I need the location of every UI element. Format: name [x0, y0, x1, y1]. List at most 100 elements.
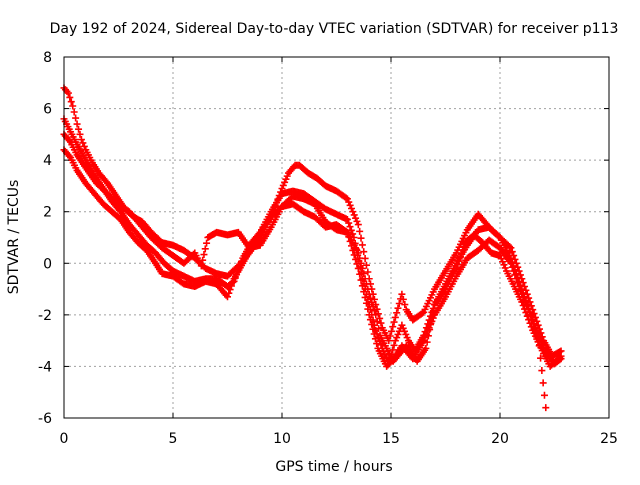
- data-point: [352, 214, 360, 222]
- data-point: [70, 108, 78, 116]
- axis-ticks: 0 5 10 15 20 25 -6 -4 -2 0 2 4 6 8: [38, 50, 618, 447]
- data-point: [366, 316, 374, 324]
- data-point: [394, 304, 402, 312]
- data-point: [387, 327, 395, 335]
- data-point: [356, 254, 364, 262]
- data-point: [370, 330, 378, 338]
- data-point: [389, 346, 397, 354]
- data-point: [225, 289, 233, 297]
- data-point: [349, 230, 357, 238]
- data-point: [370, 307, 378, 315]
- data-point: [395, 300, 403, 308]
- data-point: [357, 234, 365, 242]
- data-point: [527, 323, 535, 331]
- data-point: [495, 232, 503, 240]
- data-point: [510, 267, 518, 275]
- data-point: [507, 259, 515, 267]
- data-point: [429, 307, 437, 315]
- data-point: [369, 303, 377, 311]
- data-point: [522, 309, 530, 317]
- data-point: [523, 312, 531, 320]
- data-point: [368, 320, 376, 328]
- series-trace-d: [60, 130, 565, 370]
- data-point: [424, 332, 432, 340]
- data-point: [367, 294, 375, 302]
- y-tick-label: -6: [38, 411, 52, 427]
- y-tick-label: 4: [43, 153, 52, 169]
- data-point: [418, 309, 426, 317]
- data-point: [422, 344, 430, 352]
- data-point: [385, 337, 393, 345]
- data-point: [362, 261, 370, 269]
- data-point: [398, 290, 406, 298]
- data-point: [389, 323, 397, 331]
- series-trace-c: [60, 146, 550, 412]
- data-point: [423, 338, 431, 346]
- data-point: [371, 335, 379, 343]
- x-tick-label: 15: [382, 431, 400, 447]
- data-point: [516, 286, 524, 294]
- data-point: [512, 275, 520, 283]
- data-point: [506, 243, 514, 251]
- data-point: [364, 305, 372, 313]
- data-point: [360, 270, 368, 278]
- data-point: [519, 302, 527, 310]
- data-point: [346, 201, 354, 209]
- data-point: [358, 264, 366, 272]
- data-marks: [60, 84, 565, 412]
- data-point: [373, 340, 381, 348]
- data-point: [426, 326, 434, 334]
- data-point: [357, 276, 365, 284]
- data-point: [365, 290, 373, 298]
- data-point: [393, 309, 401, 317]
- data-point: [200, 251, 208, 259]
- data-point: [527, 311, 535, 319]
- data-point: [227, 282, 235, 290]
- data-point: [377, 319, 385, 327]
- data-point: [452, 264, 460, 272]
- data-point: [375, 325, 383, 333]
- data-point: [226, 286, 234, 294]
- data-point: [69, 102, 77, 110]
- data-point: [361, 293, 369, 301]
- data-point: [391, 313, 399, 321]
- x-tick-label: 0: [60, 431, 69, 447]
- data-point: [354, 249, 362, 257]
- x-tick-label: 20: [491, 431, 509, 447]
- data-point: [508, 263, 516, 271]
- data-point: [526, 319, 534, 327]
- data-point: [508, 248, 516, 256]
- data-point: [538, 367, 546, 375]
- data-point: [229, 278, 237, 286]
- data-point: [77, 136, 85, 144]
- data-point: [401, 301, 409, 309]
- data-point: [540, 391, 548, 399]
- chart-title: Day 192 of 2024, Sidereal Day-to-day VTE…: [50, 21, 619, 37]
- data-point: [455, 257, 463, 265]
- data-point: [201, 245, 209, 253]
- data-point: [343, 195, 351, 203]
- x-tick-label: 25: [600, 431, 618, 447]
- data-point: [347, 204, 355, 212]
- data-point: [353, 217, 361, 225]
- data-point: [350, 211, 358, 219]
- y-tick-label: 2: [43, 205, 52, 221]
- x-tick-label: 10: [273, 431, 291, 447]
- data-point: [358, 282, 366, 290]
- data-point: [372, 311, 380, 319]
- data-point: [342, 194, 350, 202]
- data-point: [357, 259, 365, 267]
- data-point: [459, 246, 467, 254]
- data-point: [347, 226, 355, 234]
- data-point: [454, 261, 462, 269]
- y-axis-label: SDTVAR / TECUs: [6, 180, 22, 295]
- data-point: [429, 314, 437, 322]
- y-tick-label: 0: [43, 256, 52, 272]
- data-point: [345, 198, 353, 206]
- data-point: [80, 142, 88, 150]
- data-point: [460, 242, 468, 250]
- data-point: [360, 248, 368, 256]
- data-point: [203, 239, 211, 247]
- x-axis-label: GPS time / hours: [275, 459, 392, 475]
